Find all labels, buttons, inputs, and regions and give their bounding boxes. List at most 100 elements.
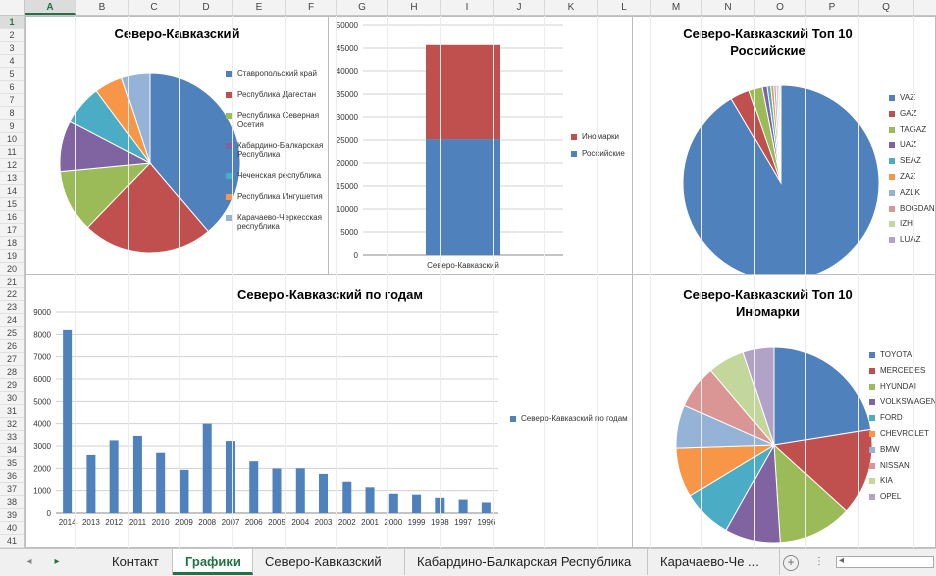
chart-years-bar[interactable]: Северо-Кавказский по годам 0 1000 2000 3000…	[25, 274, 633, 548]
bar-2011[interactable]	[132, 435, 142, 513]
bar-2014[interactable]	[63, 329, 73, 513]
column-header-n[interactable]: N	[702, 0, 755, 15]
row-header-15[interactable]: 15	[0, 198, 24, 211]
bar-2008[interactable]	[202, 423, 212, 513]
scroll-left-icon[interactable]: ◂	[839, 555, 845, 566]
column-header-a[interactable]: A	[25, 0, 76, 15]
pie-slice-opel[interactable]	[742, 346, 775, 446]
row-header-34[interactable]: 34	[0, 444, 24, 458]
column-header-h[interactable]: H	[388, 0, 441, 15]
column-header-o[interactable]: O	[755, 0, 806, 15]
row-header-19[interactable]: 19	[0, 250, 24, 263]
row-header-27[interactable]: 27	[0, 353, 24, 367]
pie-slice-республика-дагестан[interactable]	[86, 162, 210, 254]
row-header-16[interactable]: 16	[0, 211, 24, 224]
row-header-28[interactable]: 28	[0, 366, 24, 380]
bar-2003[interactable]	[319, 473, 329, 513]
column-header-l[interactable]: L	[598, 0, 651, 15]
chart-regions-pie[interactable]: Северо-Кавказский Ставропольский край Рес…	[25, 16, 329, 275]
row-header-8[interactable]: 8	[0, 107, 24, 120]
column-header-j[interactable]: J	[494, 0, 545, 15]
row-header-31[interactable]: 31	[0, 405, 24, 419]
bar-1998[interactable]	[435, 497, 445, 513]
column-header-g[interactable]: G	[337, 0, 388, 15]
bar-2009[interactable]	[179, 469, 189, 513]
row-header-2[interactable]: 2	[0, 29, 24, 42]
row-header-41[interactable]: 41	[0, 535, 24, 548]
bar-1997[interactable]	[458, 499, 468, 513]
pie-slice-luaz[interactable]	[779, 84, 782, 184]
bar-2004[interactable]	[295, 468, 305, 513]
row-header-11[interactable]: 11	[0, 146, 24, 159]
pie-slice-toyota[interactable]	[773, 346, 872, 446]
chart-stacked-bar[interactable]: 0 5000 10000 15000 20000 25000 30000 35000 40000…	[328, 16, 633, 275]
sheet-tab-3[interactable]: Северо-Кавказский	[253, 549, 405, 575]
chart-top10-foreign-pie[interactable]: Северо-Кавказский Топ 10 Иномарки TOYOTA…	[632, 274, 936, 548]
row-header-3[interactable]: 3	[0, 42, 24, 55]
row-header-32[interactable]: 32	[0, 418, 24, 432]
row-header-7[interactable]: 7	[0, 94, 24, 107]
bar-1996[interactable]	[481, 502, 491, 513]
column-header-c[interactable]: C	[129, 0, 180, 15]
row-header-5[interactable]: 5	[0, 68, 24, 81]
bar-2000[interactable]	[388, 493, 398, 513]
sheet-tab-5[interactable]: Карачаево-Че ...	[648, 549, 780, 575]
bar-inomarki[interactable]	[426, 44, 500, 140]
add-sheet-button[interactable]: +	[783, 555, 799, 571]
more-options-icon[interactable]: ⋮	[814, 556, 824, 567]
row-header-9[interactable]: 9	[0, 120, 24, 133]
bar-2010[interactable]	[156, 452, 166, 513]
column-header-m[interactable]: M	[651, 0, 702, 15]
bar-rossiyskie[interactable]	[426, 139, 500, 255]
sheet-tab-1[interactable]: Контакт	[100, 549, 173, 575]
bar-2001[interactable]	[365, 487, 375, 513]
tab-scroll-prev-button[interactable]: ◂	[26, 556, 32, 567]
row-header-21[interactable]: 21	[0, 276, 24, 289]
row-header-23[interactable]: 23	[0, 301, 24, 315]
row-header-13[interactable]: 13	[0, 172, 24, 185]
row-header-18[interactable]: 18	[0, 237, 24, 250]
row-header-36[interactable]: 36	[0, 470, 24, 484]
sheet-tab-4[interactable]: Кабардино-Балкарская Республика	[405, 549, 648, 575]
column-header-b[interactable]: B	[76, 0, 129, 15]
row-header-30[interactable]: 30	[0, 392, 24, 406]
bar-2012[interactable]	[109, 440, 119, 513]
row-header-1[interactable]: 1	[0, 16, 24, 29]
row-header-22[interactable]: 22	[0, 288, 24, 302]
column-header-p[interactable]: P	[806, 0, 859, 15]
row-header-39[interactable]: 39	[0, 509, 24, 523]
row-header-14[interactable]: 14	[0, 185, 24, 198]
row-header-40[interactable]: 40	[0, 522, 24, 536]
chart-top10-ru-pie[interactable]: Северо-Кавказский Топ 10 Российские VAZ G…	[632, 16, 936, 275]
select-all-corner[interactable]	[0, 0, 25, 16]
row-header-38[interactable]: 38	[0, 496, 24, 510]
row-header-10[interactable]: 10	[0, 133, 24, 146]
bar-2007[interactable]	[225, 441, 235, 513]
column-header-d[interactable]: D	[180, 0, 233, 15]
tab-scroll-next-button[interactable]: ▸	[54, 556, 60, 567]
horizontal-scrollbar[interactable]: ◂	[836, 555, 934, 568]
sheet-tab-2[interactable]: Графики	[173, 549, 253, 575]
row-header-37[interactable]: 37	[0, 483, 24, 497]
row-header-24[interactable]: 24	[0, 314, 24, 328]
row-header-26[interactable]: 26	[0, 340, 24, 354]
bar-2005[interactable]	[272, 468, 282, 513]
row-header-4[interactable]: 4	[0, 55, 24, 68]
bar-2002[interactable]	[342, 481, 352, 513]
bar-2013[interactable]	[86, 454, 96, 513]
column-header-f[interactable]: F	[286, 0, 337, 15]
row-header-33[interactable]: 33	[0, 431, 24, 445]
pie-slice-республика-северная-осетия[interactable]	[59, 162, 152, 229]
row-header-20[interactable]: 20	[0, 263, 24, 276]
pie-slice-hyundai[interactable]	[773, 443, 848, 544]
row-header-17[interactable]: 17	[0, 224, 24, 237]
row-header-29[interactable]: 29	[0, 379, 24, 393]
column-header-q[interactable]: Q	[859, 0, 914, 15]
column-header-e[interactable]: E	[233, 0, 286, 15]
column-header-i[interactable]: I	[441, 0, 494, 15]
row-header-12[interactable]: 12	[0, 159, 24, 172]
sheet-grid[interactable]: Северо-Кавказский Ставропольский край Рес…	[25, 16, 936, 548]
row-header-6[interactable]: 6	[0, 81, 24, 94]
row-header-25[interactable]: 25	[0, 327, 24, 341]
column-header-k[interactable]: K	[545, 0, 598, 15]
